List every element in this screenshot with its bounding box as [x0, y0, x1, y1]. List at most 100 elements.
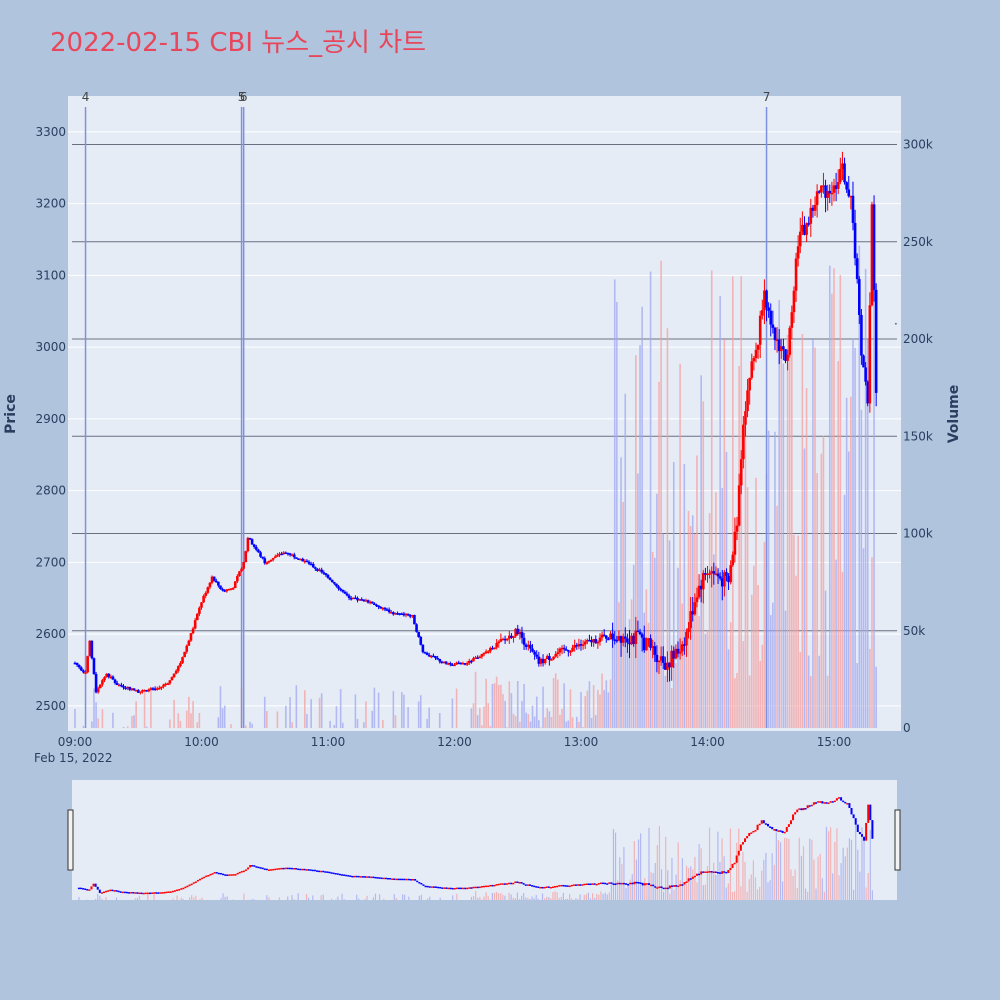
candle-body	[737, 485, 741, 526]
slider-volume-bar	[293, 899, 295, 900]
volume-bar	[831, 293, 833, 728]
slider-volume-bar	[804, 888, 807, 900]
volume-bar	[780, 350, 783, 728]
candle-body	[860, 314, 863, 356]
candle-body	[672, 650, 676, 659]
volume-tick-label: 250k	[903, 235, 933, 249]
slider-volume-bar	[704, 884, 706, 900]
slider-volume-bar	[176, 895, 178, 900]
slider-candle	[457, 887, 460, 890]
slider-volume-bar	[514, 898, 516, 900]
candle-body	[779, 346, 783, 352]
slider-candle	[405, 878, 408, 881]
volume-bar	[767, 430, 770, 728]
candle-body	[526, 644, 530, 647]
slider-volume-bar	[550, 898, 552, 900]
slider-volume-bar	[867, 872, 869, 900]
candle-body	[569, 651, 572, 653]
volume-bar	[538, 720, 540, 728]
candle-body	[518, 631, 522, 635]
slider-candle	[105, 890, 108, 893]
slider-candle	[683, 882, 686, 885]
volume-bar	[582, 727, 584, 728]
slider-volume-bar	[268, 897, 270, 900]
candle-body	[491, 647, 494, 650]
slider-candle	[399, 878, 402, 881]
candle-body	[567, 650, 570, 652]
slider-volume-bar	[627, 882, 629, 900]
candle-body	[579, 644, 583, 646]
slider-volume-bar	[752, 860, 754, 900]
volume-bar	[470, 708, 473, 728]
slider-candle	[848, 803, 851, 808]
slider-volume-bar	[786, 838, 788, 900]
candle-body	[564, 649, 568, 651]
volume-bar	[135, 701, 137, 728]
volume-bar	[740, 276, 743, 728]
candle-body	[455, 662, 458, 665]
slider-candle	[412, 878, 415, 881]
volume-bar	[533, 716, 536, 728]
candle-body	[183, 651, 186, 658]
candle-body	[609, 633, 612, 640]
slider-candle	[656, 887, 659, 889]
slider-volume-bar	[738, 828, 740, 900]
candle-body	[244, 551, 248, 563]
volume-bar	[74, 709, 76, 728]
slider-candle	[483, 885, 486, 888]
slider-volume-bar	[483, 896, 485, 900]
candle-body	[282, 552, 286, 555]
candle-body	[187, 640, 191, 646]
volume-bar	[675, 663, 677, 728]
volume-bar	[597, 689, 599, 728]
slider-candle	[593, 883, 596, 885]
slider-candle	[138, 892, 141, 895]
price-tick-label: 3000	[35, 340, 66, 354]
range-slider-left-handle[interactable]	[67, 809, 74, 871]
slider-candle	[299, 868, 302, 871]
slider-volume-bar	[727, 883, 729, 900]
slider-candle	[109, 889, 112, 892]
slider-candle	[568, 885, 571, 888]
range-slider-right-handle[interactable]	[894, 809, 901, 871]
slider-candle	[505, 883, 508, 885]
slider-candle	[495, 884, 498, 886]
volume-bar	[814, 347, 816, 728]
slider-candle	[188, 884, 191, 887]
price-tick-label: 3100	[35, 268, 66, 282]
slider-candle	[480, 886, 483, 888]
slider-volume-bar	[358, 898, 360, 900]
candle-body	[276, 555, 279, 557]
slider-volume-bar	[602, 894, 604, 900]
slider-candle	[718, 872, 721, 874]
volume-bar	[624, 393, 627, 728]
slider-volume-bar	[383, 898, 385, 900]
candle-body	[179, 663, 182, 667]
slider-candle	[835, 798, 838, 801]
slider-candle	[558, 885, 561, 887]
slider-candle	[712, 871, 715, 873]
candle-body	[147, 689, 151, 692]
slider-candle	[524, 884, 527, 886]
slider-candle	[810, 804, 813, 807]
slider-candle	[823, 802, 826, 804]
candle-body	[303, 560, 307, 563]
slider-candle	[629, 882, 632, 885]
candle-body	[798, 231, 802, 247]
volume-bar	[645, 589, 648, 728]
range-slider-bg[interactable]	[72, 780, 897, 900]
candle-body	[352, 597, 355, 600]
volume-bar	[799, 652, 802, 728]
candle-body	[252, 544, 256, 547]
time-tick-label: 11:00	[311, 735, 346, 749]
slider-candle	[627, 883, 630, 886]
candle-body	[630, 635, 633, 645]
volume-bar	[807, 655, 810, 728]
candle-body	[510, 635, 513, 638]
candle-body	[269, 559, 273, 562]
candle-body	[571, 647, 574, 652]
candle-body	[400, 613, 404, 615]
slider-candle	[664, 887, 667, 890]
slider-candle	[117, 890, 120, 893]
